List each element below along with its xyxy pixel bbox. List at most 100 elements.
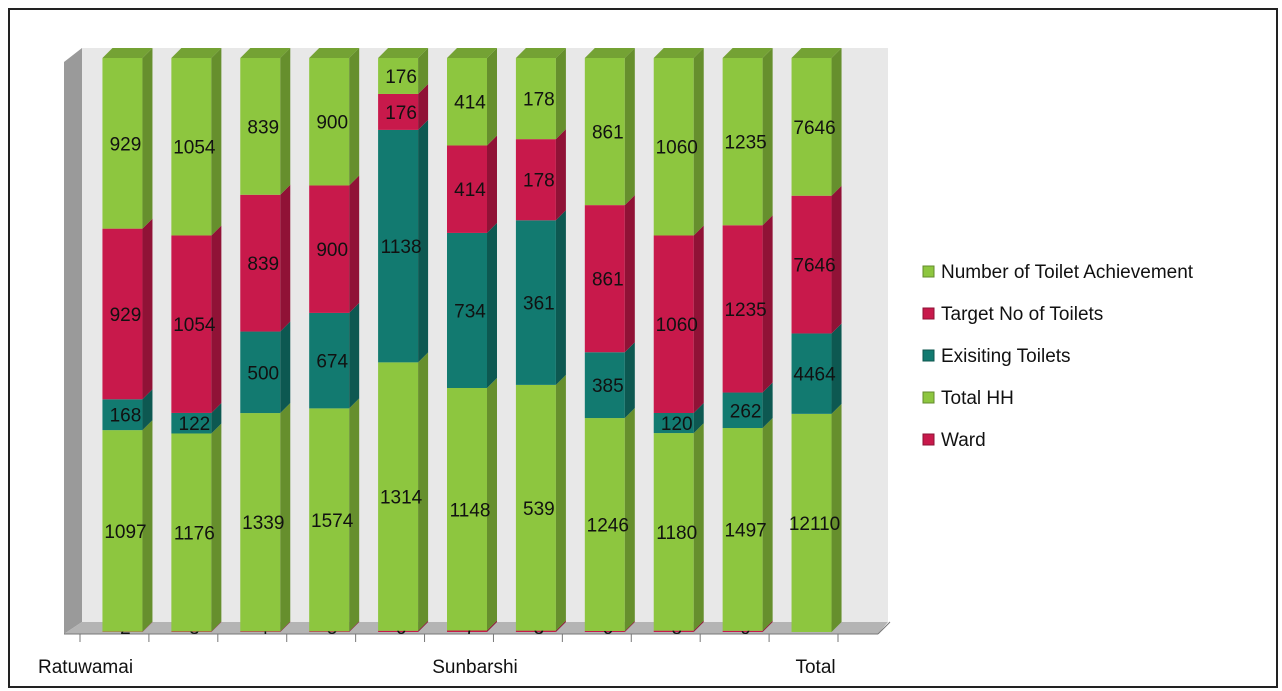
data-label: 414	[454, 180, 486, 201]
data-label: 361	[523, 294, 555, 315]
bar-segment	[584, 630, 625, 632]
bar-segment-side	[555, 620, 566, 632]
bar-segment-side	[762, 382, 773, 429]
bar-segment	[240, 631, 281, 632]
bar-top-face	[791, 48, 842, 58]
bar-segment-side	[280, 321, 291, 414]
bar-segment-side	[487, 135, 497, 233]
data-label: 1148	[450, 500, 491, 521]
bar-segment	[584, 205, 625, 353]
bar-segment-side	[211, 48, 222, 236]
bar-segment	[378, 630, 419, 632]
bar-segment-side	[693, 402, 704, 434]
bar-segment	[171, 631, 212, 632]
data-label: 168	[110, 406, 142, 427]
data-label: 1497	[724, 520, 766, 541]
data-label: 929	[110, 305, 142, 326]
bar-segment-side	[831, 323, 842, 414]
data-label: 414	[454, 93, 486, 114]
bar-segment	[515, 384, 556, 631]
bar-segment	[722, 58, 763, 226]
bar-segment	[722, 225, 763, 393]
bar-segment	[653, 235, 694, 413]
bar-segment	[309, 312, 350, 409]
data-label: 1054	[173, 315, 216, 336]
bar-segment-side	[142, 621, 153, 632]
bar-segment	[102, 399, 143, 431]
data-label: 262	[730, 401, 762, 422]
data-label: 1339	[242, 513, 284, 534]
category-label: Ratuwamai	[38, 657, 133, 678]
bar-segment-side	[762, 48, 773, 226]
bar-segment	[447, 387, 487, 631]
data-label: 839	[247, 254, 279, 275]
bar-segment	[378, 93, 419, 130]
bar-segment-side	[487, 222, 497, 388]
data-label: 900	[316, 240, 348, 261]
bar-top-face	[378, 48, 429, 58]
data-label: 12110	[789, 514, 840, 535]
data-label: 900	[316, 113, 348, 134]
bar-segment-side	[693, 48, 704, 236]
bar-segment-side	[142, 218, 153, 400]
data-label: 1097	[104, 522, 146, 543]
bar-segment-side	[142, 389, 153, 431]
bar-segment-side	[624, 48, 635, 206]
bar-segment-side	[280, 184, 291, 332]
bar-segment-side	[831, 403, 842, 632]
bar-segment-side	[280, 621, 291, 632]
bar-segment-side	[624, 342, 635, 419]
data-label: 7646	[793, 118, 835, 139]
bar-segment-side	[555, 374, 566, 631]
bar-top-face	[447, 48, 497, 58]
stacked-bar-chart: 21097168929929Ratuwamai31176122105410544…	[38, 48, 1194, 678]
bar-segment-side	[280, 403, 291, 632]
bar-segment-side	[418, 119, 429, 363]
bar-top-face	[515, 48, 566, 58]
legend-swatch	[922, 433, 935, 446]
bar-segment	[171, 58, 212, 236]
bar-segment	[722, 630, 763, 632]
bar-segment-side	[624, 408, 635, 631]
data-label: 861	[592, 270, 624, 291]
bar-segment-side	[418, 48, 429, 94]
bar-segment-side	[142, 420, 153, 632]
bar-segment-side	[349, 175, 360, 313]
bar-segment	[102, 58, 143, 229]
data-label: 122	[179, 414, 211, 435]
bar-segment-side	[349, 621, 360, 632]
bar-segment	[447, 58, 487, 146]
legend-entry: Target No of Toilets	[941, 304, 1103, 325]
bar-segment	[722, 392, 763, 429]
data-label: 1246	[587, 516, 629, 537]
bar-segment	[447, 630, 487, 632]
bar-segment-side	[211, 402, 222, 434]
bar-segment	[102, 430, 143, 632]
bar-segment-side	[624, 195, 635, 353]
bar-top-face	[102, 48, 153, 58]
chart-frame: 21097168929929Ratuwamai31176122105410544…	[8, 8, 1278, 688]
legend-entry: Total HH	[941, 388, 1014, 409]
bar-segment	[791, 413, 832, 632]
bar-segment-side	[831, 48, 842, 196]
data-label: 674	[316, 352, 348, 373]
data-label: 1054	[173, 138, 216, 159]
bar-segment	[309, 58, 350, 186]
bar-segment-side	[693, 423, 704, 631]
legend: Number of Toilet Achievement Target No of…	[922, 262, 1194, 451]
bar-top-face	[171, 48, 222, 58]
bar-segment-side	[142, 48, 153, 229]
bar-top-face	[722, 48, 773, 58]
bar-segment-side	[211, 225, 222, 413]
bar-segment-side	[762, 215, 773, 393]
bar-segment	[240, 413, 281, 632]
bar-segment	[515, 630, 556, 632]
bar-segment	[171, 433, 212, 632]
bar-column: 9149726212351235	[722, 48, 773, 639]
bar-column: 71148734414414	[447, 48, 497, 639]
bar-segment	[515, 139, 556, 221]
bar-segment	[171, 412, 212, 434]
bar-segment	[447, 145, 487, 233]
bar-segment-side	[280, 48, 291, 195]
bar-segment	[447, 232, 487, 388]
